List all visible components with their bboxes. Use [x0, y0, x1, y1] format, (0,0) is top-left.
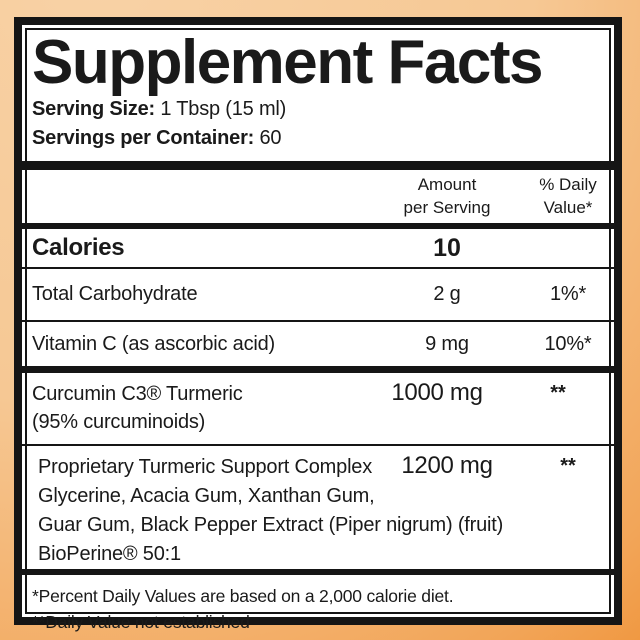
- botanical-amount: 1000 mg: [391, 379, 483, 406]
- calories-amount: 10: [433, 233, 461, 262]
- botanical-row: Proprietary Turmeric Support Complex 120…: [22, 446, 614, 569]
- nutrient-daily-value: 1%*: [549, 283, 587, 305]
- botanical-amount: 1200 mg: [401, 452, 493, 479]
- calories-name: Calories: [32, 234, 125, 261]
- nutrient-amount: 9 mg: [425, 332, 469, 355]
- supplement-facts-panel: Supplement Facts Serving Size: 1 Tbsp (1…: [14, 17, 622, 632]
- botanical-name: Curcumin C3® Turmeric (95% curcuminoids): [32, 380, 362, 436]
- botanical-ingredients-line: Glycerine, Acacia Gum, Xanthan Gum,: [38, 485, 375, 507]
- serving-size-value: 1 Tbsp (15 ml): [160, 98, 287, 121]
- footnote-not-established: **Daily Value not established: [32, 612, 250, 632]
- botanical-daily-value: **: [550, 382, 566, 404]
- botanical-ingredients-line: BioPerine® 50:1: [38, 543, 181, 565]
- botanical-name-line2: (95% curcuminoids): [32, 411, 206, 433]
- botanical-row-grid: Curcumin C3® Turmeric (95% curcuminoids)…: [32, 380, 604, 436]
- section-divider: [22, 161, 614, 170]
- nutrient-name: Vitamin C (as ascorbic acid): [32, 332, 276, 355]
- column-header-daily-value: % Daily Value*: [522, 174, 614, 220]
- botanical-row: Curcumin C3® Turmeric (95% curcuminoids)…: [22, 373, 614, 444]
- column-header-amount: Amount per Serving: [372, 174, 522, 220]
- botanical-name-line1: Proprietary Turmeric Support Complex: [38, 456, 373, 478]
- column-header-amount-line2: per Serving: [403, 197, 491, 217]
- servings-per-container-label: Servings per Container:: [32, 127, 255, 150]
- nutrient-daily-value: 10%*: [544, 332, 592, 355]
- botanical-daily-value: **: [560, 455, 576, 477]
- servings-per-container-value: 60: [259, 127, 282, 150]
- nutrient-amount: 2 g: [433, 283, 461, 305]
- calories-row: Calories 10: [22, 229, 614, 267]
- row-divider: [22, 444, 614, 446]
- column-header-amount-line1: Amount: [417, 174, 477, 194]
- row-divider: [22, 267, 614, 269]
- footnote-daily-values: *Percent Daily Values are based on a 2,0…: [32, 586, 454, 606]
- section-divider: [22, 366, 614, 373]
- section-divider: [22, 223, 614, 229]
- servings-per-container-line: Servings per Container: 60: [32, 124, 604, 153]
- serving-size-label: Serving Size:: [32, 98, 155, 121]
- nutrient-row: Vitamin C (as ascorbic acid) 9 mg 10%*: [22, 322, 614, 366]
- panel-title: Supplement Facts: [32, 28, 544, 97]
- serving-size-line: Serving Size: 1 Tbsp (15 ml): [32, 95, 604, 124]
- botanical-ingredients-line: Guar Gum, Black Pepper Extract (Piper ni…: [38, 514, 504, 536]
- botanical-name-line1: Curcumin C3® Turmeric: [32, 383, 243, 405]
- column-header-dv-line2: Value*: [543, 197, 593, 217]
- panel-sections: Supplement Facts Serving Size: 1 Tbsp (1…: [22, 25, 614, 632]
- section-divider: [22, 569, 614, 575]
- footnotes-section: *Percent Daily Values are based on a 2,0…: [22, 575, 614, 635]
- nutrient-name: Total Carbohydrate: [32, 283, 198, 305]
- row-divider: [22, 320, 614, 322]
- column-header-row: Amount per Serving % Daily Value*: [22, 170, 614, 223]
- panel-header: Supplement Facts Serving Size: 1 Tbsp (1…: [22, 25, 614, 161]
- column-header-dv-line1: % Daily: [539, 174, 597, 194]
- botanical-row-grid: Proprietary Turmeric Support Complex 120…: [32, 453, 604, 482]
- nutrient-row: Total Carbohydrate 2 g 1%*: [22, 269, 614, 320]
